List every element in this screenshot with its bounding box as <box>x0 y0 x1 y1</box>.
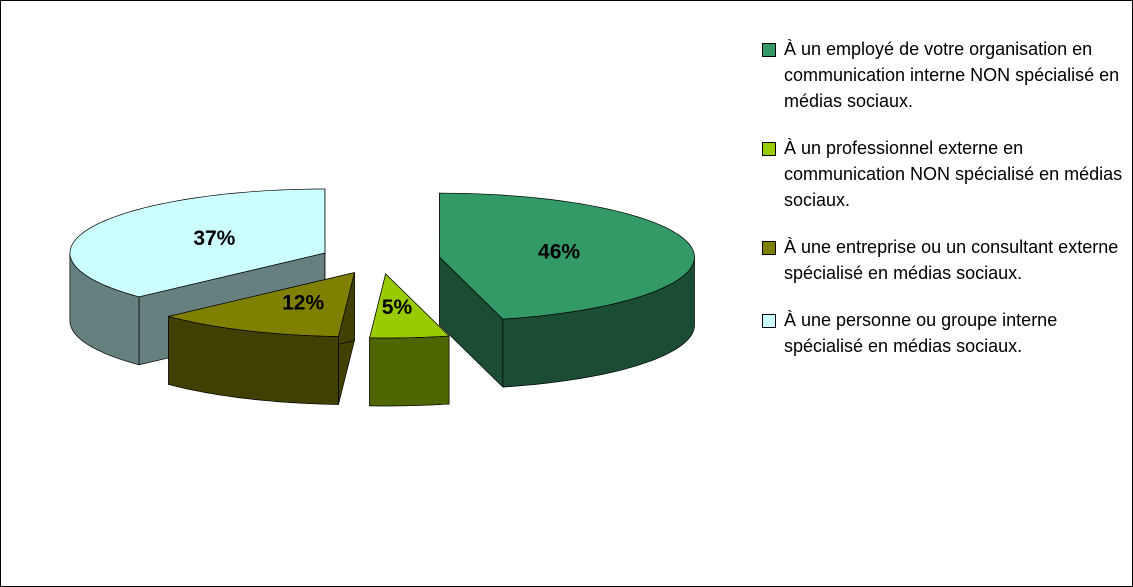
slice-top <box>439 192 695 320</box>
legend: À un employé de votre organisation en co… <box>762 36 1132 359</box>
data-label: 12% <box>282 291 324 314</box>
data-label: 5% <box>382 296 413 319</box>
slice-top <box>369 273 450 339</box>
slice-side <box>369 335 450 407</box>
legend-text: À une entreprise ou un consultant extern… <box>784 237 1119 283</box>
slice <box>369 273 450 407</box>
legend-swatch <box>762 43 776 57</box>
legend-text: À une personne ou groupe interne spécial… <box>784 310 1058 356</box>
legend-swatch <box>762 314 776 328</box>
slice-top <box>69 188 326 298</box>
legend-item: À un professionnel externe en communicat… <box>762 135 1132 213</box>
legend-item: À un employé de votre organisation en co… <box>762 36 1132 114</box>
legend-swatch <box>762 142 776 156</box>
slice <box>167 272 355 405</box>
data-label: 37% <box>193 227 235 250</box>
slice <box>439 192 695 388</box>
legend-item: À une personne ou groupe interne spécial… <box>762 307 1132 359</box>
legend-item: À une entreprise ou un consultant extern… <box>762 234 1132 286</box>
legend-swatch <box>762 241 776 255</box>
legend-text: À un professionnel externe en communicat… <box>784 138 1123 210</box>
slice-top <box>167 272 355 337</box>
data-label: 46% <box>538 240 580 263</box>
legend-text: À un employé de votre organisation en co… <box>784 39 1120 111</box>
